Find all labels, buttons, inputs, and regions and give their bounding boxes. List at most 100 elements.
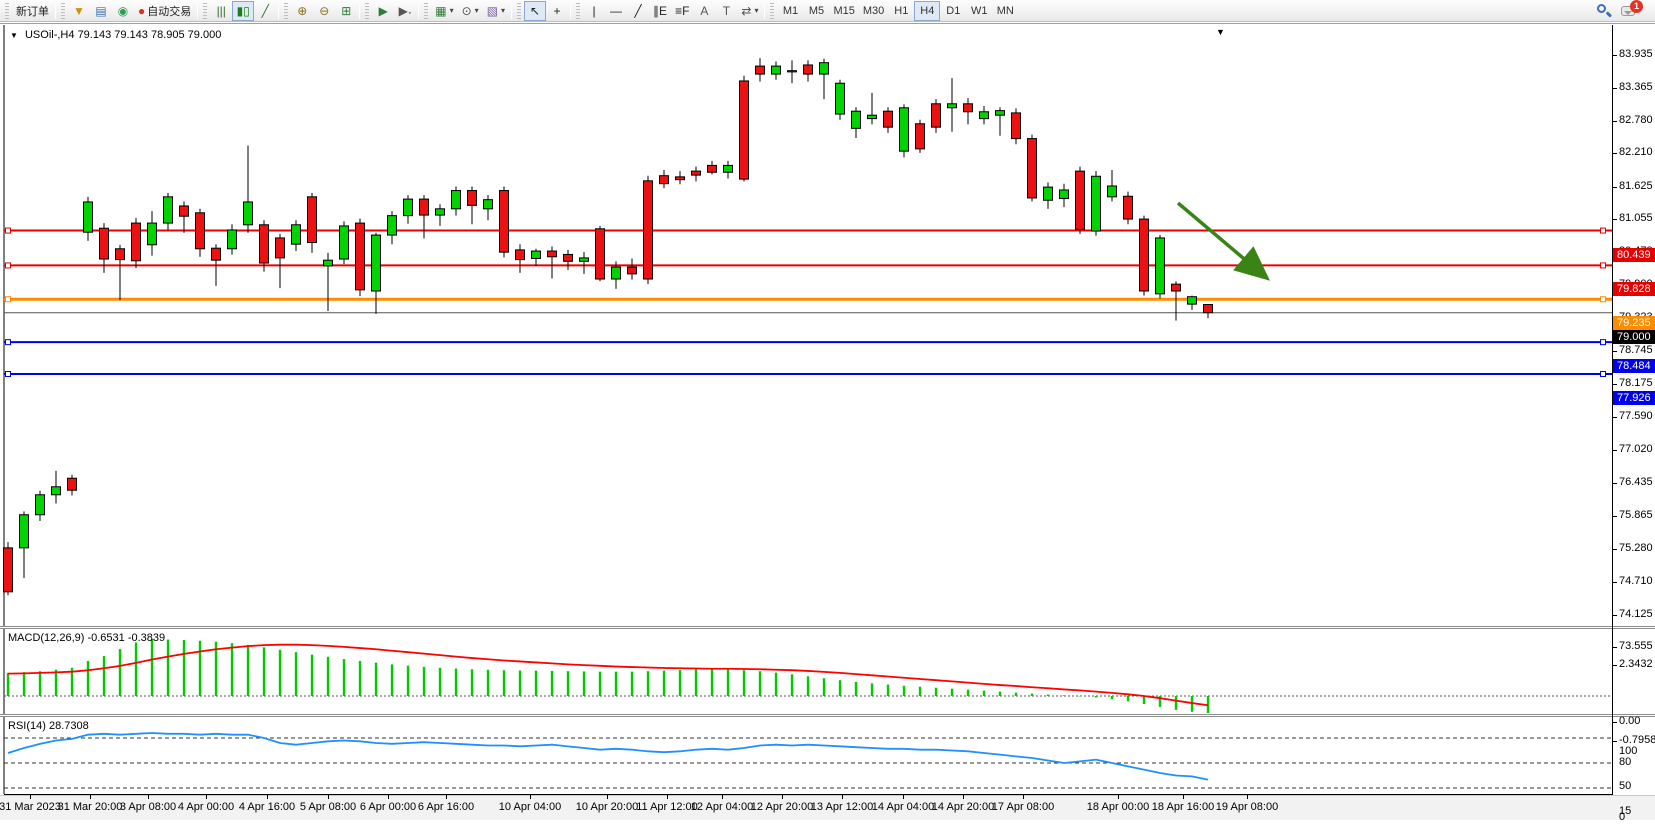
rsi-pane[interactable] <box>0 717 1613 794</box>
cursor-button[interactable]: ↖ <box>524 0 547 21</box>
pane-separator[interactable] <box>0 714 1655 717</box>
toolbar-separator <box>278 2 280 19</box>
price-tick-mark <box>1612 417 1617 419</box>
timeframe-d1[interactable]: D1 <box>946 4 961 17</box>
toolbar-drag-handle[interactable] <box>770 2 775 19</box>
support-line-blue-1-handle[interactable] <box>5 339 11 346</box>
timeframe-h4[interactable]: H4 <box>914 0 941 21</box>
current-price-line-price-label[interactable]: 79.000 <box>1613 329 1655 344</box>
candle-body <box>1107 185 1117 198</box>
toolbar-drag-handle[interactable] <box>576 2 581 19</box>
resistance-line-2-price-label[interactable]: 79.828 <box>1613 282 1655 297</box>
tile-windows-button[interactable]: ⊞ <box>335 1 357 21</box>
search-icon[interactable] <box>1595 2 1613 20</box>
candlestick-chart-button[interactable]: ▮▯ <box>232 0 255 21</box>
resistance-line-2-handle[interactable] <box>5 262 11 269</box>
arrows-tool-button[interactable]: ⇄ ▾ <box>737 1 762 21</box>
new-order-button[interactable]: 新订单 <box>12 1 53 21</box>
timeframe-m15[interactable]: M15 <box>833 4 855 17</box>
text-label-button[interactable]: T <box>715 1 737 21</box>
trendline-button[interactable]: ╱ <box>627 1 649 21</box>
macd-bar <box>310 654 314 696</box>
candle-body <box>659 175 669 185</box>
toolbar-drag-handle[interactable] <box>424 2 429 19</box>
notifications-icon[interactable]: 1 <box>1621 0 1643 20</box>
resistance-line-2-handle[interactable] <box>1600 262 1606 269</box>
horizontal-line-icon: — <box>610 3 623 18</box>
time-tick-label: 5 Apr 08:00 <box>299 801 357 813</box>
toolbar-drag-handle[interactable] <box>365 2 370 19</box>
timeframe-mn[interactable]: MN <box>996 4 1014 17</box>
price-tick-label: 83.935 <box>1619 48 1653 60</box>
macd-axis-label: -0.7958 <box>1619 734 1655 747</box>
candle-body <box>771 65 781 75</box>
horizontal-line-button[interactable]: — <box>605 1 627 21</box>
support-line-blue-2-price-label[interactable]: 77.926 <box>1613 390 1655 405</box>
signals-icon-button[interactable]: ◉ <box>112 1 134 21</box>
equidistant-channel-icon: ∥E <box>653 3 668 18</box>
candle-body <box>131 222 141 262</box>
timeframe-w1[interactable]: W1 <box>971 4 988 17</box>
macd-bar <box>70 667 74 696</box>
macd-bar <box>342 659 346 696</box>
toolbar-drag-handle[interactable] <box>517 2 522 19</box>
candle-body <box>547 250 557 258</box>
time-tick-mark <box>1247 794 1248 799</box>
candle-body <box>947 103 957 109</box>
toolbar-drag-handle[interactable] <box>284 2 289 19</box>
resistance-line-1-handle[interactable] <box>1600 227 1606 234</box>
price-tick-label: 73.555 <box>1619 640 1653 653</box>
text-button[interactable]: A <box>693 1 715 21</box>
toolbar-group: ▦ ▾ ⊙ ▾ ▧ ▾ <box>431 0 509 22</box>
zoom-in-button[interactable]: ⊕ <box>291 1 313 21</box>
autotrading-button[interactable]: ● 自动交易 <box>134 1 195 21</box>
crosshair-button[interactable]: + <box>546 1 568 21</box>
chart-shift-marker-icon[interactable]: ▼ <box>1216 27 1225 37</box>
candle-body <box>435 208 445 216</box>
resistance-line-1-handle[interactable] <box>5 227 11 234</box>
support-line-blue-1-price-label[interactable]: 78.484 <box>1613 359 1655 374</box>
candle-body <box>467 190 477 206</box>
market-depth-icon-button[interactable]: ▼ <box>68 1 90 21</box>
vertical-line-button[interactable]: | <box>583 1 605 21</box>
toolbar-separator <box>764 2 766 19</box>
rsi-axis-label: 15 <box>1619 805 1632 817</box>
symbol-expander-icon[interactable]: ▼ <box>10 31 18 40</box>
zoom-out-button[interactable]: ⊖ <box>313 1 335 21</box>
toolbar-drag-handle[interactable] <box>5 2 9 19</box>
equidistant-channel-button[interactable]: ∥E <box>649 1 671 21</box>
new-chart-button[interactable]: ▦ ▾ <box>431 1 457 21</box>
candle-body <box>627 266 637 275</box>
line-chart-button[interactable]: ╱ <box>254 1 276 21</box>
sell-arrow-annotation[interactable] <box>1176 201 1271 281</box>
templates-button[interactable]: ▧ ▾ <box>483 1 509 21</box>
timeframe-m5[interactable]: M5 <box>808 4 825 17</box>
bar-chart-button[interactable]: ||| <box>210 1 232 21</box>
price-chart-pane[interactable] <box>0 25 1613 629</box>
support-line-blue-2-handle[interactable] <box>1600 370 1606 377</box>
resistance-line-1-price-label[interactable]: 80.439 <box>1613 247 1655 262</box>
candle-body <box>67 477 77 491</box>
macd-pane[interactable] <box>0 629 1613 714</box>
price-tick-label: 78.175 <box>1619 376 1653 389</box>
timeframe-m30[interactable]: M30 <box>862 4 885 17</box>
price-tick-label: 78.745 <box>1619 344 1653 357</box>
timeframe-m1[interactable]: M1 <box>782 4 799 17</box>
macd-bar <box>646 671 650 696</box>
support-line-orange-handle[interactable] <box>1600 296 1606 303</box>
pane-separator[interactable] <box>0 626 1655 629</box>
macd-bar <box>1110 696 1114 700</box>
support-line-blue-1-handle[interactable] <box>1600 339 1606 346</box>
periods-button[interactable]: ⊙ ▾ <box>458 1 483 21</box>
toolbar-drag-handle[interactable] <box>61 2 65 19</box>
zoom-out-icon: ⊖ <box>319 3 330 18</box>
fibonacci-button[interactable]: ≡F <box>671 1 693 21</box>
chart-shift-button[interactable]: ▶˖ <box>394 1 416 21</box>
support-line-orange-handle[interactable] <box>5 296 11 303</box>
auto-scroll-button[interactable]: ▶ <box>372 1 394 21</box>
support-line-blue-2-handle[interactable] <box>5 370 11 377</box>
terminal-icon-button[interactable]: ▤ <box>90 1 112 21</box>
support-line-orange-price-label[interactable]: 79.235 <box>1613 316 1655 331</box>
timeframe-h1[interactable]: H1 <box>894 4 909 17</box>
toolbar-drag-handle[interactable] <box>203 2 208 19</box>
